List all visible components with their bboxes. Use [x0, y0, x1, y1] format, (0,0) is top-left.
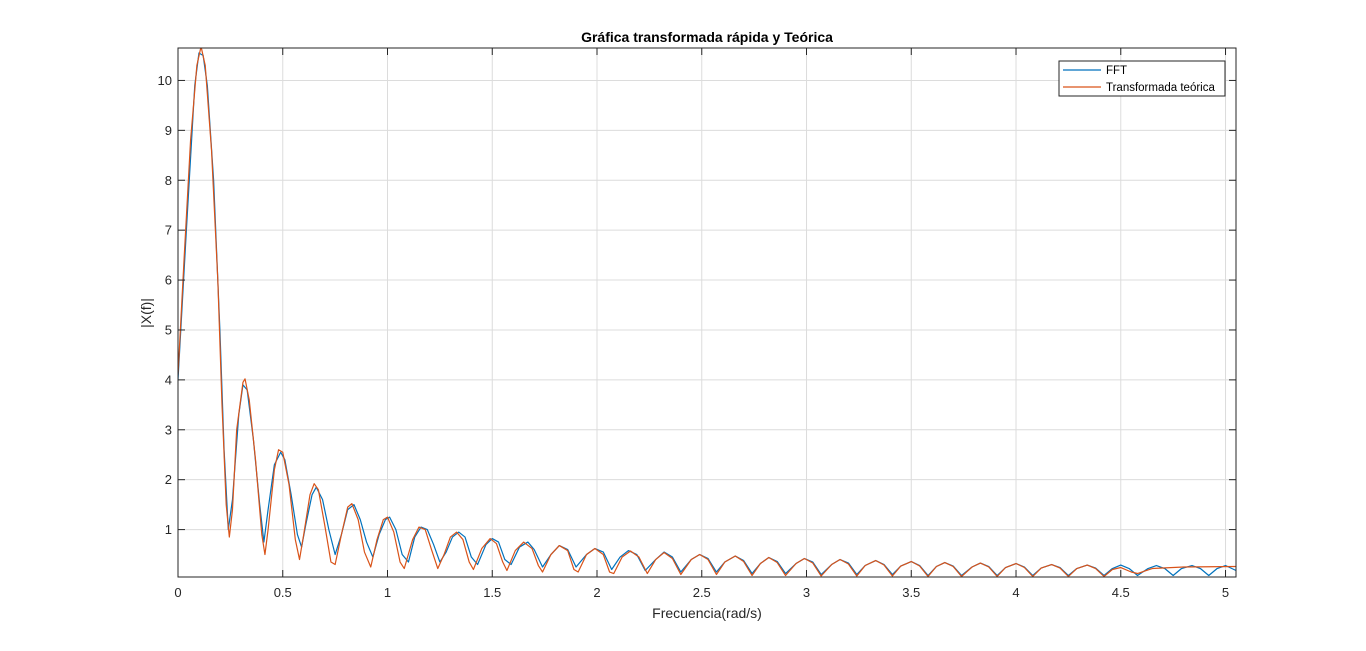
- y-tick-label: 9: [165, 123, 172, 138]
- legend-label-fft: FFT: [1106, 65, 1127, 77]
- legend-box: [1058, 60, 1226, 97]
- axis-ticks: [177, 48, 1236, 577]
- x-tick-label: 4.5: [1112, 585, 1130, 600]
- y-axis-label: |X(f)|: [138, 298, 154, 328]
- legend: FFT Transformada teórica: [1058, 60, 1226, 97]
- plot-frame: [177, 47, 1237, 578]
- x-tick-label: 4: [1012, 585, 1019, 600]
- y-tick-label: 4: [165, 372, 172, 387]
- x-tick-label: 3.5: [902, 585, 920, 600]
- plot-area: [178, 48, 1236, 577]
- y-tick-labels: 1 2 3 4 5 6 7 8 9 10: [158, 73, 172, 537]
- x-tick-label: 2.5: [693, 585, 711, 600]
- x-tick-label: 1: [384, 585, 391, 600]
- x-tick-labels: 0 0.5 1 1.5 2 2.5 3 3.5 4 4.5 5: [174, 585, 1229, 600]
- chart-title: Gráfica transformada rápida y Teórica: [581, 29, 833, 45]
- y-tick-label: 10: [158, 73, 172, 88]
- grid-lines: [178, 48, 1236, 577]
- x-tick-label: 0: [174, 585, 181, 600]
- y-tick-label: 1: [165, 522, 172, 537]
- x-tick-label: 1.5: [483, 585, 501, 600]
- y-tick-label: 5: [165, 322, 172, 337]
- x-tick-label: 2: [593, 585, 600, 600]
- x-tick-label: 5: [1222, 585, 1229, 600]
- y-tick-label: 8: [165, 173, 172, 188]
- y-tick-label: 6: [165, 273, 172, 288]
- y-tick-label: 3: [165, 422, 172, 437]
- legend-label-teorica: Transformada teórica: [1106, 82, 1215, 94]
- y-tick-label: 2: [165, 472, 172, 487]
- x-tick-label: 3: [803, 585, 810, 600]
- x-tick-label: 0.5: [274, 585, 292, 600]
- y-tick-label: 7: [165, 223, 172, 238]
- x-axis-label: Frecuencia(rad/s): [652, 605, 762, 621]
